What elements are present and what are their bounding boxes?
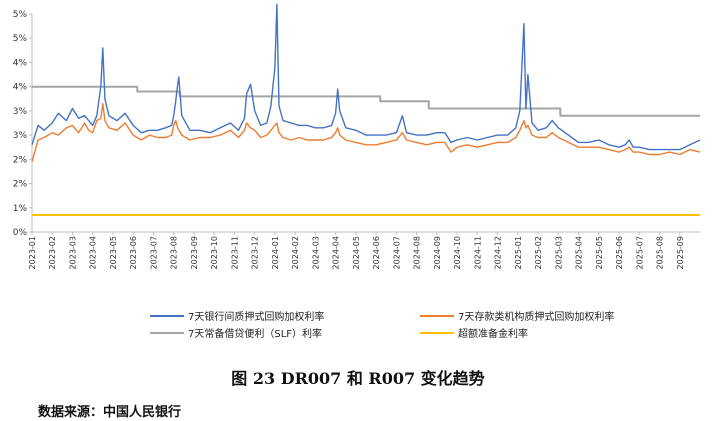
x-tick-label: 2024-07	[392, 236, 401, 269]
y-tick-label: 5%	[13, 10, 28, 20]
y-tick-label: 3%	[13, 107, 28, 117]
x-tick-label: 2025-05	[595, 236, 604, 269]
y-tick-label: 1%	[13, 204, 28, 214]
x-tick-label: 2023-04	[89, 236, 98, 269]
legend-swatch-excess-reserve	[420, 331, 454, 334]
x-tick-label: 2023-07	[149, 236, 158, 269]
x-tick-label: 2025-02	[534, 236, 543, 269]
x-tick-label: 2024-10	[453, 236, 462, 269]
legend-item-excess-reserve: 超额准备金利率	[420, 325, 528, 340]
series-slf-line	[32, 85, 700, 117]
series-r007-line	[31, 102, 701, 162]
x-tick-label: 2025-06	[615, 236, 624, 269]
x-tick-label: 2025-07	[635, 236, 644, 269]
x-tick-label: 2025-03	[554, 236, 563, 269]
x-tick-label: 2025-01	[514, 236, 523, 269]
y-tick-label: 3%	[13, 131, 28, 141]
x-tick-label: 2025-04	[575, 236, 584, 269]
chart: 0% 1% 2% 2% 3% 3% 4% 4% 5% 5% 2023-01 2023-02 2023-0…	[13, 3, 701, 269]
y-tick-label: 0%	[13, 228, 28, 238]
legend-item-slf: 7天常备借贷便利（SLF）利率	[150, 325, 322, 340]
x-tick-label: 2023-08	[170, 236, 179, 269]
legend-item-dr007: 7天银行间质押式回购加权利率	[150, 308, 324, 323]
y-tick-label: 5%	[13, 34, 28, 44]
x-tick-label: 2024-01	[271, 236, 280, 269]
legend-label-slf: 7天常备借贷便利（SLF）利率	[188, 329, 323, 340]
legend-label-r007: 7天存款类机构质押式回购加权利率	[458, 312, 615, 323]
x-tick-label: 2024-06	[372, 236, 381, 269]
x-tick-label: 2024-09	[433, 236, 442, 269]
x-tick-label: 2024-12	[494, 236, 503, 269]
y-tick-label: 4%	[13, 58, 28, 68]
x-tick-label: 2023-02	[48, 236, 57, 269]
y-tick-label: 2%	[13, 155, 28, 165]
x-tick-label: 2024-11	[473, 236, 482, 269]
x-tick-label: 2023-01	[28, 236, 37, 269]
x-tick-label: 2025-09	[676, 236, 685, 269]
x-tick-label: 2023-11	[230, 236, 239, 269]
data-source: 数据来源：中国人民银行	[38, 405, 182, 420]
x-tick-label: 2023-12	[251, 236, 260, 269]
y-tick-label: 4%	[13, 83, 28, 93]
x-tick-label: 2024-05	[352, 236, 361, 269]
x-tick-label: 2023-10	[210, 236, 219, 269]
x-tick-label: 2023-03	[68, 236, 77, 269]
figure-caption: 图 23 DR007 和 R007 变化趋势	[231, 369, 485, 388]
x-tick-label: 2024-08	[413, 236, 422, 269]
legend-swatch-r007	[420, 314, 454, 317]
x-tick-label: 2024-03	[311, 236, 320, 269]
legend-item-r007: 7天存款类机构质押式回购加权利率	[420, 308, 614, 323]
x-tick-label: 2024-02	[291, 236, 300, 269]
legend-label-excess-reserve: 超额准备金利率	[458, 329, 528, 340]
x-tick-label: 2025-08	[656, 236, 665, 269]
legend-swatch-slf	[150, 331, 184, 334]
x-tick-label: 2024-04	[332, 236, 341, 269]
legend-swatch-dr007	[150, 314, 184, 317]
x-tick-label: 2023-06	[129, 236, 138, 269]
y-tick-label: 2%	[13, 180, 28, 190]
x-tick-label: 2023-05	[109, 236, 118, 269]
series-dr007-line	[31, 3, 701, 151]
x-tick-label: 2023-09	[190, 236, 199, 269]
legend-label-dr007: 7天银行间质押式回购加权利率	[188, 312, 325, 323]
